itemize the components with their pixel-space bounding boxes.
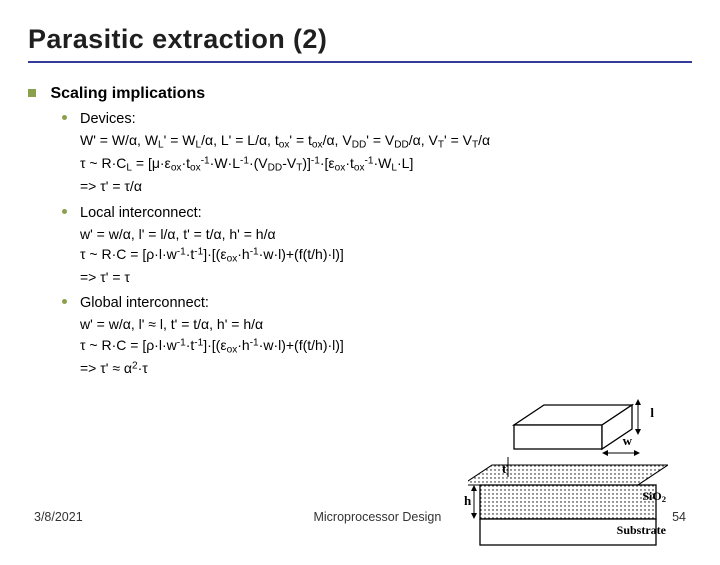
dot-bullet-icon (62, 209, 67, 214)
title-rule (28, 61, 692, 63)
diagram-label-l: l (650, 405, 654, 421)
equation-line: W' = W/α, WL' = WL/α, L' = L/α, tox' = t… (80, 130, 692, 153)
slide-title: Parasitic extraction (2) (28, 24, 692, 55)
list-item: Global interconnect: w' = w/α, l' ≈ l, t'… (80, 293, 692, 378)
slide: Parasitic extraction (2) Scaling implica… (0, 0, 720, 540)
footer-center: Microprocessor Design (313, 510, 441, 524)
list-item: Local interconnect: w' = w/α, l' = l/α, t… (80, 203, 692, 288)
diagram-label-w: w (623, 433, 632, 449)
slide-footer: 3/8/2021 Microprocessor Design 54 (0, 510, 720, 524)
footer-page: 54 (672, 510, 686, 524)
equation-line: w' = w/α, l' ≈ l, t' = t/α, h' = h/α (80, 314, 692, 334)
section-heading-text: Scaling implications (50, 85, 205, 102)
equation-line: τ ~ R·CL = [μ·εox·tox-1·W·L-1·(VDD-VT)]-… (80, 153, 692, 176)
equation-line: τ ~ R·C = [ρ·l·w-1·t-1]·[(εox·h-1·w·l)+(… (80, 335, 692, 358)
equation-line: τ ~ R·C = [ρ·l·w-1·t-1]·[(εox·h-1·w·l)+(… (80, 244, 692, 267)
footer-date: 3/8/2021 (34, 510, 83, 524)
diagram-label-t: t (502, 461, 506, 477)
list-item-label: Local interconnect: (80, 205, 202, 221)
equation-line: => τ' = τ (80, 267, 692, 287)
list-item: Devices: W' = W/α, WL' = WL/α, L' = L/α, … (80, 109, 692, 197)
equation-line: => τ' ≈ α2·τ (80, 358, 692, 378)
list-item-label: Devices: (80, 111, 136, 127)
diagram-label-substrate: Substrate (617, 523, 666, 538)
dot-bullet-icon (62, 115, 67, 120)
section-heading: Scaling implications (28, 85, 692, 103)
dot-bullet-icon (62, 299, 67, 304)
slide-body: Scaling implications Devices: W' = W/α, W… (28, 85, 692, 378)
interconnect-diagram: l w t h SiO2 Substrate (468, 385, 668, 560)
diagram-label-sio2: SiO2 (642, 489, 666, 504)
equation-line: => τ' = τ/α (80, 176, 692, 196)
diagram-label-h: h (464, 493, 471, 509)
equation-line: w' = w/α, l' = l/α, t' = t/α, h' = h/α (80, 224, 692, 244)
bullet-list: Devices: W' = W/α, WL' = WL/α, L' = L/α, … (28, 109, 692, 378)
square-bullet-icon (28, 89, 36, 97)
list-item-label: Global interconnect: (80, 295, 209, 311)
